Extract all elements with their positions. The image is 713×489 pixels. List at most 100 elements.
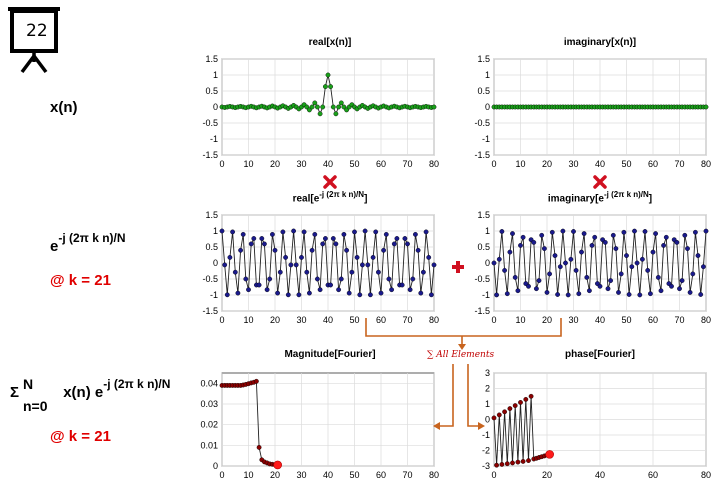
imag_x-x-tick-label: 80: [701, 159, 711, 169]
real_e-data-point: [269, 231, 275, 237]
phase-data-point: [491, 415, 497, 421]
phase-data-point: [507, 406, 513, 411]
real_e-data-point: [264, 287, 270, 293]
real_e-data-point: [431, 262, 437, 268]
mag-x-tick-label: 60: [376, 470, 386, 480]
real_e-x-tick-label: 50: [349, 315, 359, 325]
real_e-data-point: [367, 292, 373, 298]
imag_e-data-point: [618, 271, 624, 277]
imag_e-data-point: [579, 249, 584, 255]
imag_e-data-point: [494, 292, 499, 298]
phase-x-tick-label: 40: [595, 470, 605, 480]
arrow-left-icon: [433, 422, 440, 430]
imag_e-data-point: [613, 246, 619, 252]
imag_x-x-tick-label: 20: [542, 159, 552, 169]
imag_x-data-point: [703, 104, 709, 110]
imag_e-data-point: [693, 229, 698, 235]
imag_e-data-point: [589, 242, 595, 248]
plot-title-real-e-exp: -j (2π k n)/N: [319, 190, 365, 199]
phase-data-point: [515, 459, 521, 465]
imag_e-x-tick-label: 80: [701, 315, 711, 325]
real_e-data-point: [296, 292, 302, 298]
real_e-data-point: [304, 269, 310, 275]
imag_e-data-point: [576, 291, 582, 297]
imag_e-x-tick-label: 30: [568, 315, 578, 325]
real_e-data-point: [312, 231, 318, 237]
imag_e-data-point: [701, 264, 706, 270]
imag_e-data-point: [520, 234, 526, 240]
real_e-data-point: [359, 262, 365, 268]
real_e-data-point: [341, 231, 347, 237]
sum-lower-limit: n=0: [23, 398, 48, 414]
imag_e-data-point: [629, 264, 635, 270]
imag_e-data-point: [687, 289, 693, 295]
plot-title-real-e: real[e-j (2π k n)/N]: [250, 190, 410, 204]
imag_e-x-tick-label: 50: [621, 315, 631, 325]
xn-label: x(n): [50, 99, 78, 116]
real_e-y-tick-label: -1: [210, 290, 218, 300]
imag_e-data-point: [602, 239, 608, 245]
real_e-x-tick-label: 40: [323, 315, 333, 325]
real_e-data-point: [230, 229, 236, 235]
real_e-y-tick-label: 0.5: [205, 242, 218, 252]
real_e-data-point: [227, 254, 233, 260]
imag_e-data-point: [610, 232, 616, 238]
mag-y-tick-label: 0.03: [200, 399, 218, 409]
phase-y-tick-label: -3: [482, 461, 490, 471]
real_e-data-point: [389, 287, 394, 293]
phase-y-tick-label: -2: [482, 446, 490, 456]
real_e-data-point: [238, 247, 244, 253]
mag-x-tick-label: 10: [243, 470, 253, 480]
imag_e-data-point: [685, 246, 690, 252]
real_e-data-point: [309, 247, 315, 253]
imag_e-data-point: [642, 229, 648, 234]
real_x-data-point: [322, 84, 328, 90]
imag_e-x-tick-label: 20: [542, 315, 552, 325]
real_e-data-point: [224, 292, 230, 298]
imag_x-x-tick-label: 40: [595, 159, 605, 169]
real_x-data-point: [328, 84, 333, 90]
imag_e-data-point: [531, 239, 537, 245]
imag_e-data-point: [510, 231, 515, 237]
real_e-y-tick-label: 1: [213, 226, 218, 236]
imag_e-data-point: [584, 274, 590, 280]
imag_e-data-point: [544, 289, 550, 295]
real_e-data-point: [277, 269, 283, 275]
imag_e-data-point: [504, 291, 510, 297]
real_e-x-tick-label: 20: [270, 315, 280, 325]
imag_e-data-point: [563, 260, 568, 266]
real_e-x-tick-label: 0: [219, 315, 224, 325]
mag-data-point: [256, 444, 262, 450]
real_e-data-point: [381, 247, 386, 253]
kernel-base: e: [50, 238, 59, 255]
sum-body: x(n) e: [63, 384, 104, 401]
real_e-data-point: [283, 254, 288, 260]
imag_e-data-point: [547, 271, 552, 277]
mag-y-tick-label: 0.01: [200, 440, 218, 450]
imag_e-data-point: [674, 239, 680, 245]
sum-upper-limit: N: [23, 376, 34, 392]
real_e-data-point: [336, 287, 341, 293]
real_e-x-tick-label: 60: [376, 315, 386, 325]
real_e-data-point: [246, 287, 251, 293]
real_e-data-point: [402, 236, 408, 241]
real_e-data-point: [365, 262, 371, 268]
real_x-y-tick-label: 0.5: [205, 86, 218, 96]
imag_x-x-tick-label: 30: [568, 159, 578, 169]
real_x-x-tick-label: 50: [349, 159, 359, 169]
mag-x-tick-label: 30: [296, 470, 306, 480]
imag_x-y-tick-label: -1.5: [474, 150, 490, 160]
imag_e-y-tick-label: -1: [482, 290, 490, 300]
imag_e-data-point: [499, 229, 505, 234]
sum-bracket: [365, 318, 562, 337]
imag_e-x-tick-label: 0: [491, 315, 496, 325]
phase-x-tick-label: 60: [648, 470, 658, 480]
real_e-data-point: [344, 247, 349, 253]
imag_e-data-point: [703, 228, 709, 234]
real_e-data-point: [333, 241, 339, 247]
real_x-x-tick-label: 10: [243, 159, 253, 169]
real_x-y-tick-label: 1.5: [205, 54, 218, 64]
plot-title-phase: phase[Fourier]: [564, 349, 635, 360]
imag_e-x-tick-label: 40: [595, 315, 605, 325]
imag_e-data-point: [597, 283, 603, 289]
